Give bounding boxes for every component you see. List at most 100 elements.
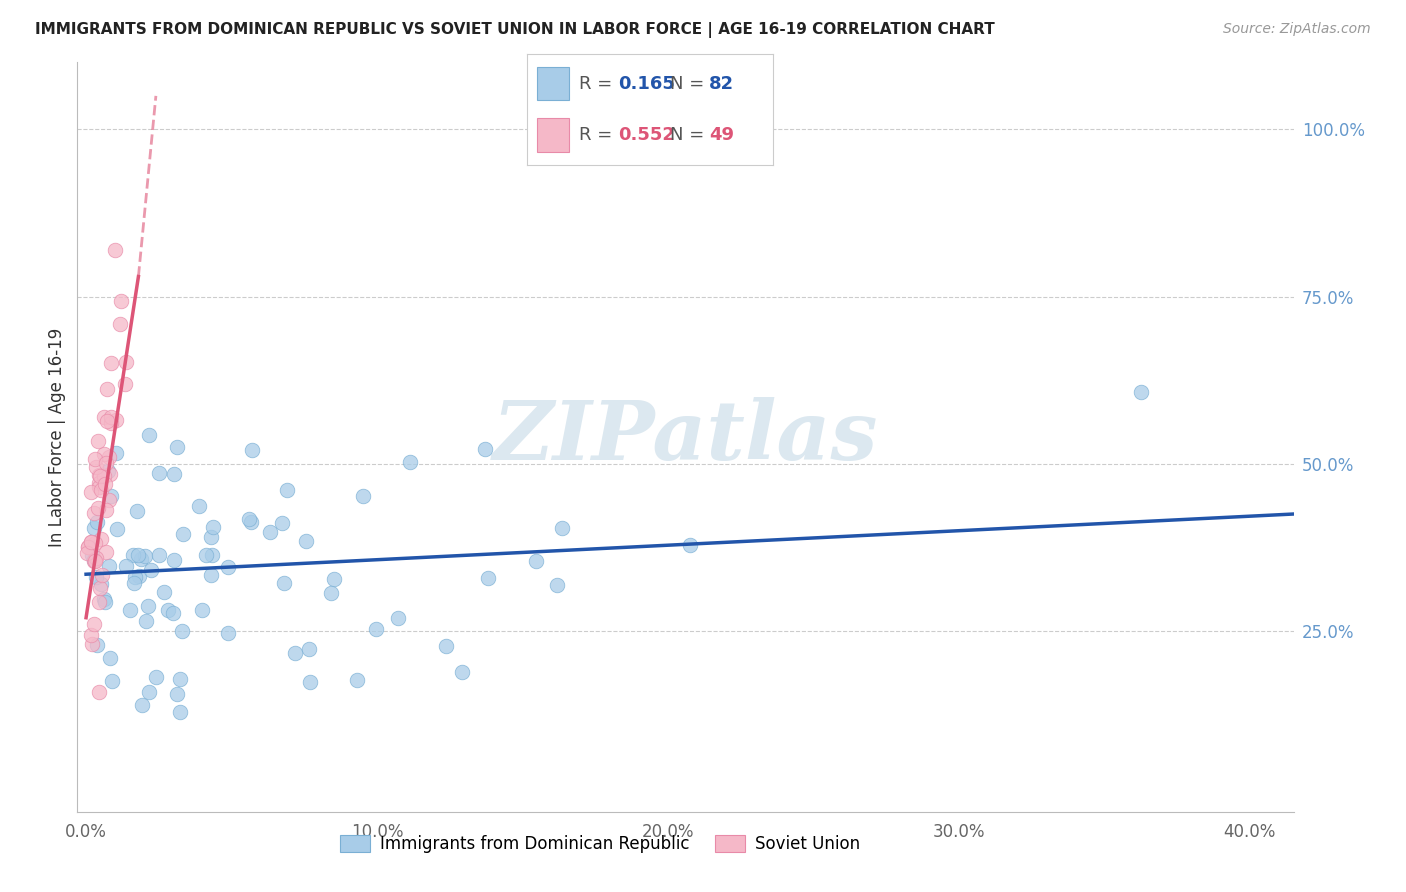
Point — [110, 317, 132, 331]
Text: R =: R = — [579, 126, 617, 144]
Text: 49: 49 — [710, 126, 734, 144]
Point — [450, 665, 472, 680]
Point — [101, 673, 124, 688]
Point — [166, 441, 188, 455]
Point — [83, 553, 105, 567]
Point — [139, 563, 162, 577]
Point — [90, 532, 112, 546]
Point — [188, 499, 211, 513]
Point — [84, 459, 107, 474]
Text: IMMIGRANTS FROM DOMINICAN REPUBLIC VS SOVIET UNION IN LABOR FORCE | AGE 16-19 CO: IMMIGRANTS FROM DOMINICAN REPUBLIC VS SO… — [35, 22, 995, 38]
Point — [162, 606, 184, 620]
Point — [201, 520, 224, 534]
Point — [89, 582, 111, 596]
Point — [163, 553, 186, 567]
Point — [83, 506, 105, 520]
Point — [76, 546, 98, 560]
Point — [83, 617, 105, 632]
Point — [90, 483, 112, 498]
Point — [474, 442, 496, 457]
Point — [169, 705, 191, 719]
Point — [76, 540, 98, 554]
Point — [97, 464, 120, 478]
Point — [87, 501, 110, 516]
Point — [273, 576, 295, 591]
Point — [77, 541, 100, 555]
Point — [79, 628, 101, 642]
Point — [172, 526, 194, 541]
Point — [83, 553, 105, 567]
Point — [138, 685, 160, 699]
Point — [96, 456, 118, 470]
Point — [145, 671, 167, 685]
Text: ZIPatlas: ZIPatlas — [492, 397, 879, 477]
Point — [238, 512, 260, 526]
Point — [364, 622, 387, 636]
Point — [84, 570, 107, 584]
Point — [94, 476, 117, 491]
Point — [163, 467, 186, 481]
Point — [110, 293, 132, 308]
Point — [128, 569, 150, 583]
Point — [239, 515, 262, 529]
Point — [100, 355, 122, 369]
Point — [96, 414, 118, 428]
Point — [98, 467, 121, 481]
FancyBboxPatch shape — [537, 67, 569, 101]
Point — [169, 672, 191, 686]
Point — [387, 611, 409, 625]
Point — [136, 599, 159, 614]
Point — [323, 572, 346, 586]
Point — [80, 485, 103, 500]
Point — [80, 548, 103, 562]
Point — [115, 355, 138, 369]
Point — [104, 446, 127, 460]
Point — [1130, 384, 1153, 399]
Point — [114, 376, 136, 391]
Point — [298, 642, 321, 657]
Point — [93, 447, 115, 461]
Point — [299, 674, 322, 689]
Point — [89, 468, 111, 483]
Point — [135, 614, 157, 628]
Point — [89, 468, 111, 483]
Text: 82: 82 — [710, 75, 734, 93]
Point — [270, 516, 292, 530]
Point — [83, 536, 105, 550]
Point — [217, 626, 239, 640]
Point — [83, 554, 105, 568]
Point — [127, 504, 149, 518]
Text: Source: ZipAtlas.com: Source: ZipAtlas.com — [1223, 22, 1371, 37]
Point — [97, 450, 120, 464]
Text: N =: N = — [671, 75, 710, 93]
Point — [477, 571, 499, 585]
Point — [104, 243, 127, 257]
Point — [551, 520, 574, 534]
Point — [93, 410, 115, 425]
Point — [93, 469, 115, 483]
Point — [100, 416, 122, 430]
Point — [398, 455, 420, 469]
Point — [118, 603, 141, 617]
Text: 0.552: 0.552 — [619, 126, 675, 144]
Point — [100, 410, 122, 425]
Point — [122, 548, 145, 562]
Point — [138, 427, 160, 442]
FancyBboxPatch shape — [537, 119, 569, 152]
Point — [80, 637, 103, 651]
Point — [276, 483, 298, 497]
Point — [240, 443, 263, 458]
Point — [96, 382, 118, 396]
Point — [93, 591, 115, 606]
Point — [156, 603, 179, 617]
Point — [148, 466, 170, 480]
Point — [84, 451, 107, 466]
Point — [115, 559, 138, 574]
Point — [153, 585, 176, 599]
Point — [100, 489, 122, 503]
Point — [131, 551, 153, 566]
Point — [98, 492, 121, 507]
Point — [148, 548, 170, 562]
Point — [98, 651, 121, 665]
Point — [319, 586, 342, 600]
